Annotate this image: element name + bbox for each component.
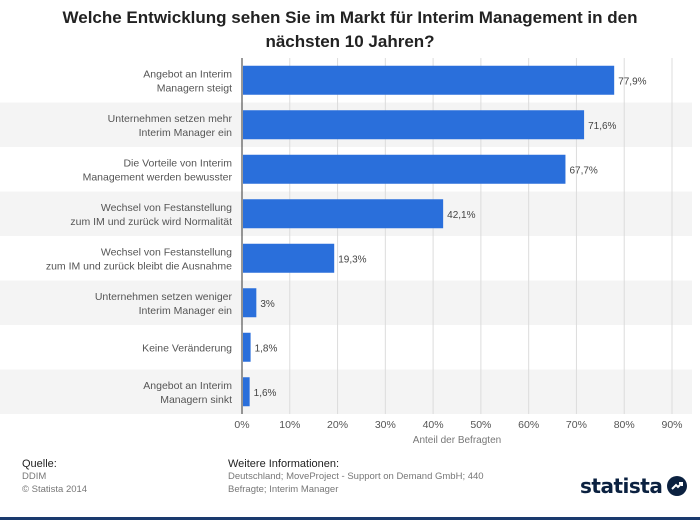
x-tick-label: 40% [423, 419, 444, 431]
bar [243, 288, 257, 318]
category-label: Keine Veränderung [142, 342, 232, 354]
category-label: Interim Manager ein [139, 305, 233, 317]
x-tick-label: 90% [661, 419, 682, 431]
bar [243, 332, 251, 362]
statista-logo[interactable]: statista [580, 472, 690, 500]
value-label: 71,6% [588, 121, 616, 132]
value-label: 19,3% [338, 254, 366, 265]
category-label: Unternehmen setzen weniger [95, 291, 233, 303]
category-label: Unternehmen setzen mehr [108, 113, 233, 125]
info-line-1: Deutschland; MoveProject - Support on De… [228, 471, 484, 482]
bottom-bar [0, 517, 700, 520]
bar [243, 154, 566, 184]
value-label: 3% [260, 299, 275, 310]
category-label: Managern sinkt [160, 394, 232, 406]
category-label: Wechsel von Festanstellung [101, 202, 232, 214]
value-label: 1,8% [255, 343, 278, 354]
info-line-2: Befragte; Interim Manager [228, 484, 339, 495]
category-label: Interim Manager ein [139, 127, 233, 139]
bar-chart: 77,9% Angebot an Interim Managern steigt 71… [0, 58, 692, 446]
value-label: 77,9% [618, 76, 646, 87]
info-heading: Weitere Informationen: [228, 458, 340, 470]
footer: Quelle: DDIM © Statista 2014 Weitere Inf… [0, 452, 700, 520]
category-label: Die Vorteile von Interim [123, 157, 232, 169]
bar [243, 243, 335, 273]
source-block: Quelle: DDIM © Statista 2014 [22, 458, 87, 496]
x-tick-label: 60% [518, 419, 539, 431]
source-line-2: © Statista 2014 [22, 484, 88, 495]
value-label: 1,6% [254, 388, 277, 399]
row-band [0, 280, 692, 325]
x-tick-label: 10% [279, 419, 300, 431]
x-tick-label: 0% [234, 419, 249, 431]
category-label: Managern steigt [157, 82, 232, 94]
bar [243, 110, 585, 140]
value-label: 67,7% [569, 165, 597, 176]
bar [243, 65, 615, 95]
statista-logo-text: statista [580, 474, 663, 498]
bar [243, 199, 444, 229]
info-block: Weitere Informationen: Deutschland; Move… [228, 458, 528, 496]
category-label: Angebot an Interim [143, 68, 232, 80]
value-label: 42,1% [447, 210, 475, 221]
x-tick-label: 30% [375, 419, 396, 431]
chart-title: Welche Entwicklung sehen Sie im Markt fü… [20, 6, 680, 54]
x-tick-label: 20% [327, 419, 348, 431]
category-label: Angebot an Interim [143, 380, 232, 392]
statista-arrow-icon [667, 476, 688, 496]
bar [243, 377, 250, 407]
source-line-1: DDIM [22, 471, 47, 482]
category-label: Wechsel von Festanstellung [101, 246, 232, 258]
chart-title-line-2: nächsten 10 Jahren? [265, 32, 435, 51]
row-band [0, 369, 692, 414]
x-tick-label: 50% [470, 419, 491, 431]
chart-title-line-1: Welche Entwicklung sehen Sie im Markt fü… [62, 8, 638, 27]
x-tick-label: 80% [614, 419, 635, 431]
x-axis-title: Anteil der Befragten [413, 435, 501, 446]
source-heading: Quelle: [22, 458, 57, 470]
category-label: zum IM und zurück wird Normalität [70, 216, 232, 228]
x-tick-label: 70% [566, 419, 587, 431]
category-label: Management werden bewusster [83, 171, 233, 183]
category-label: zum IM und zurück bleibt die Ausnahme [46, 260, 232, 272]
